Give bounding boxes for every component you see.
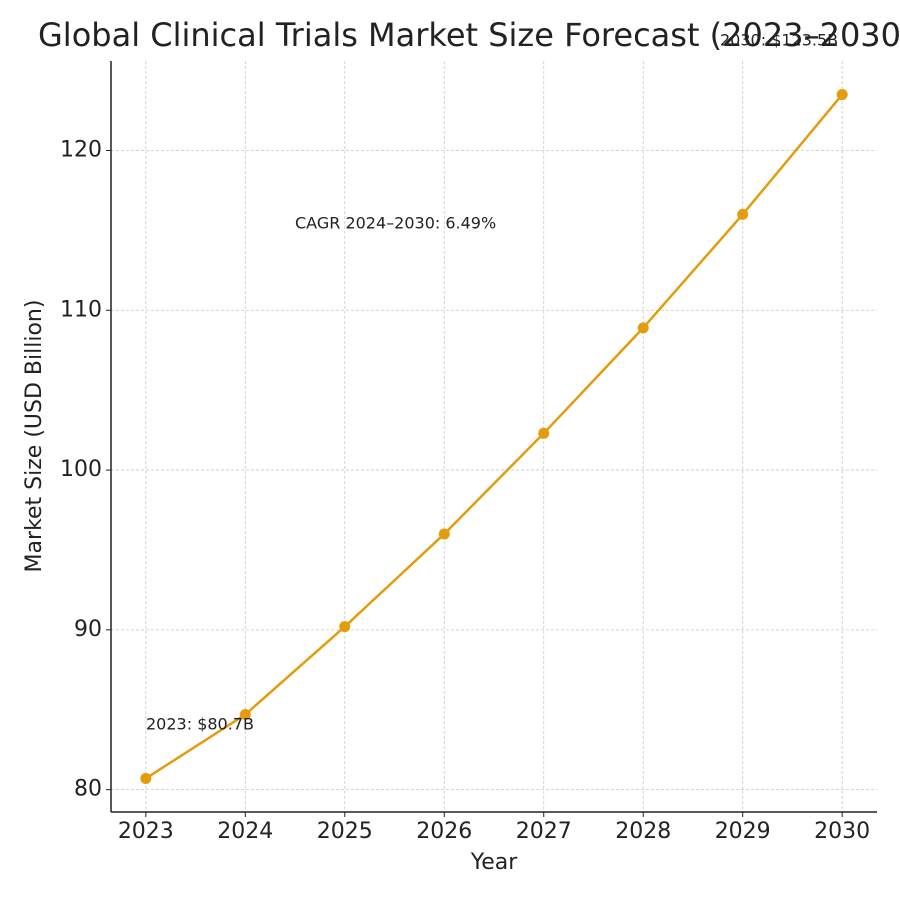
data-point [538, 427, 550, 439]
data-point [438, 528, 450, 540]
data-point [737, 208, 749, 220]
data-point [637, 322, 649, 334]
chart-title: Global Clinical Trials Market Size Forec… [38, 16, 900, 54]
x-tick-label: 2028 [615, 819, 671, 844]
x-tick-label: 2030 [814, 819, 870, 844]
y-tick-label: 100 [60, 457, 102, 482]
y-axis-label: Market Size (USD Billion) [22, 300, 47, 573]
x-tick-label: 2024 [217, 819, 273, 844]
y-tick-label: 90 [74, 617, 102, 642]
annotation: CAGR 2024–2030: 6.49% [295, 214, 496, 233]
x-tick-label: 2023 [118, 819, 174, 844]
data-point [339, 621, 351, 633]
annotation: 2023: $80.7B [146, 715, 254, 734]
data-point [140, 772, 152, 784]
x-tick-label: 2027 [516, 819, 572, 844]
data-line [145, 93, 844, 780]
x-tick-label: 2025 [317, 819, 373, 844]
x-tick-label: 2029 [715, 819, 771, 844]
annotation: 2030: $123.5B [720, 31, 838, 50]
y-tick-label: 80 [74, 777, 102, 802]
x-axis-label: Year [470, 850, 519, 875]
y-tick-label: 120 [60, 137, 102, 162]
x-tick-label: 2026 [416, 819, 472, 844]
data-point [239, 709, 251, 721]
data-point [836, 89, 848, 101]
y-tick-label: 110 [60, 297, 102, 322]
